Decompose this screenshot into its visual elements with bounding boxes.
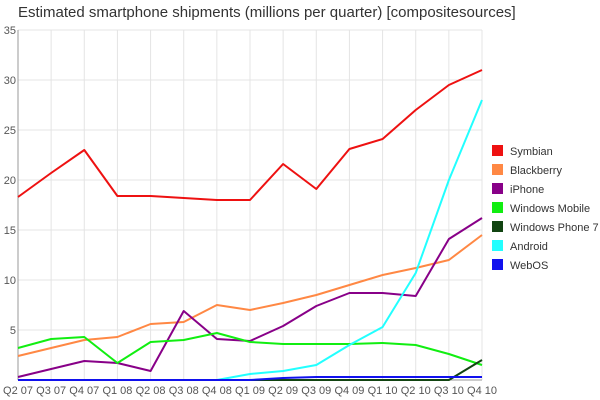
x-tick-label: Q2 09	[268, 385, 298, 397]
legend-swatch-webos	[492, 259, 503, 270]
x-tick-label: Q3 09	[301, 385, 331, 397]
chart-title: Estimated smartphone shipments (millions…	[18, 4, 516, 21]
y-tick-label: 15	[4, 225, 16, 237]
legend-swatch-android	[492, 240, 503, 251]
x-tick-label: Q3 10	[434, 385, 464, 397]
x-tick-label: Q2 08	[136, 385, 166, 397]
series-line-symbian	[17, 69, 483, 201]
y-tick-label: 10	[4, 275, 16, 287]
legend-label-iphone: iPhone	[510, 184, 544, 196]
legend-swatch-windows-phone-7	[492, 221, 503, 232]
x-tick-label: Q4 07	[69, 385, 99, 397]
series-line-webos	[18, 376, 482, 381]
legend-swatch-iphone	[492, 183, 503, 194]
legend-label-windows-mobile: Windows Mobile	[510, 203, 590, 215]
legend-swatch-blackberry	[492, 164, 503, 175]
x-tick-label: Q4 09	[334, 385, 364, 397]
legend-label-webos: WebOS	[510, 260, 548, 272]
grid	[17, 29, 483, 381]
legend-swatch-symbian	[492, 145, 503, 156]
x-tick-label: Q1 09	[235, 385, 265, 397]
legend-label-android: Android	[510, 241, 548, 253]
legend-swatch-windows-mobile	[492, 202, 503, 213]
y-axis-ticks: 5 10 15 20 25 30 35	[4, 25, 16, 337]
series-lines	[17, 69, 483, 381]
y-tick-label: 30	[4, 75, 16, 87]
x-tick-label: Q1 10	[368, 385, 398, 397]
x-tick-label: Q1 08	[102, 385, 132, 397]
series-line-blackberry	[17, 234, 483, 357]
legend-label-blackberry: Blackberry	[510, 165, 562, 177]
x-tick-label: Q4 10	[467, 385, 497, 397]
x-tick-label: Q2 07	[3, 385, 33, 397]
y-tick-label: 20	[4, 175, 16, 187]
legend-label-windows-phone-7: Windows Phone 7	[510, 222, 599, 234]
y-tick-label: 5	[10, 325, 16, 337]
x-tick-label: Q3 08	[169, 385, 199, 397]
legend-label-symbian: Symbian	[510, 146, 553, 158]
legend: Symbian Blackberry iPhone Windows Mobile Win…	[492, 145, 599, 272]
x-tick-label: Q2 10	[401, 385, 431, 397]
y-tick-label: 25	[4, 125, 16, 137]
y-tick-label: 35	[4, 25, 16, 37]
x-tick-label: Q4 08	[202, 385, 232, 397]
x-axis-ticks: Q2 07 Q3 07 Q4 07 Q1 08 Q2 08 Q3 08 Q4 08 Q1 09…	[3, 385, 497, 397]
series-line-windows-mobile	[17, 332, 483, 366]
x-tick-label: Q3 07	[36, 385, 66, 397]
